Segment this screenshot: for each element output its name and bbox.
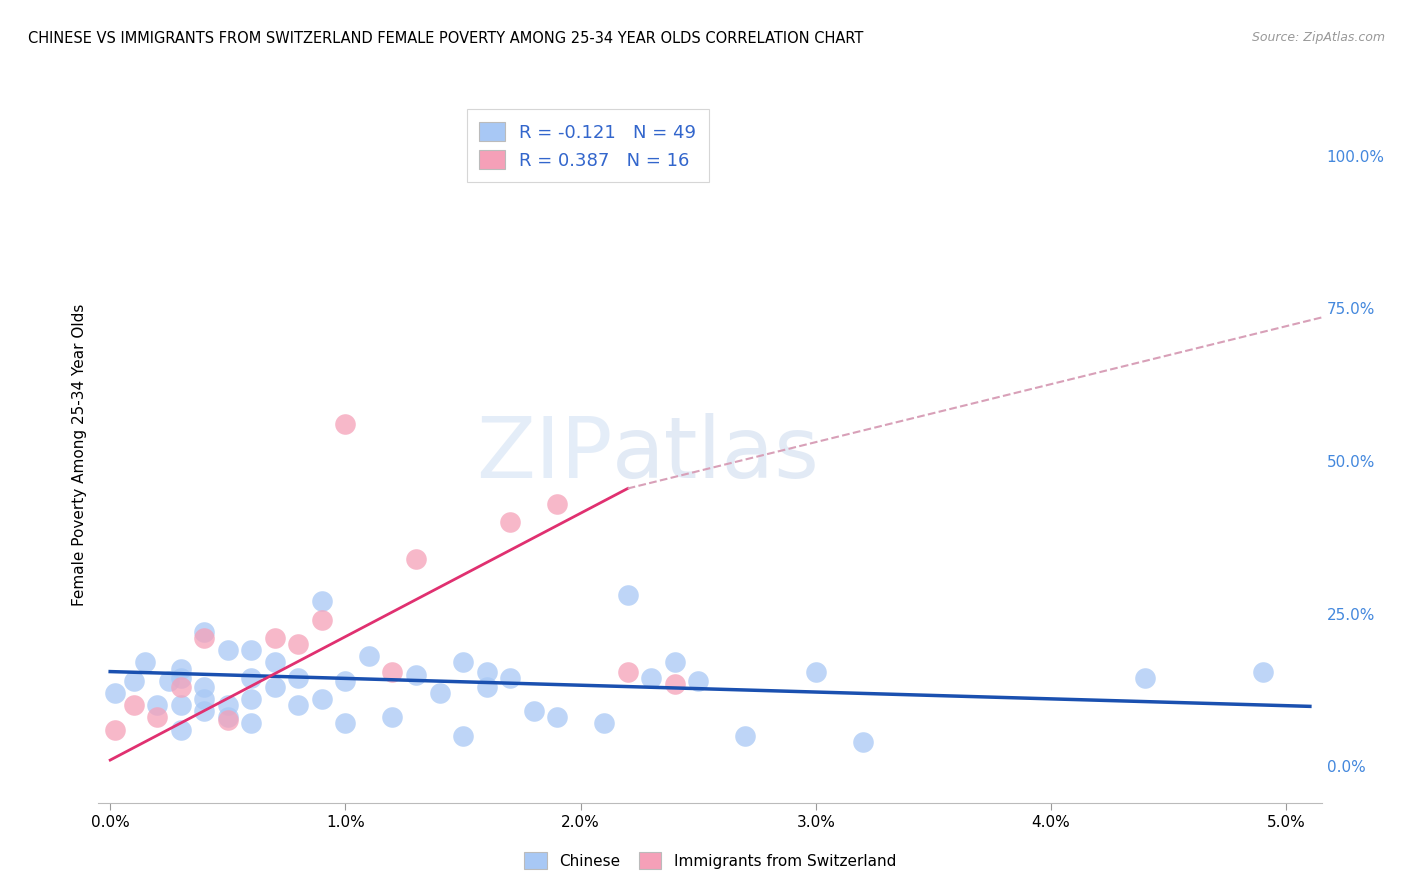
Legend: Chinese, Immigrants from Switzerland: Chinese, Immigrants from Switzerland [517, 847, 903, 875]
Point [193, 692, 215, 706]
Point [170, 698, 193, 713]
Point [170, 680, 193, 694]
Point [157, 673, 180, 688]
Point [616, 665, 638, 679]
Point [335, 417, 357, 432]
Point [263, 680, 285, 694]
Point [664, 677, 686, 691]
Point [311, 594, 333, 608]
Point [1251, 665, 1274, 679]
Point [475, 680, 498, 694]
Point [311, 613, 333, 627]
Point [429, 686, 451, 700]
Point [381, 665, 404, 679]
Point [451, 656, 474, 670]
Point [217, 714, 239, 728]
Point [357, 649, 380, 664]
Point [451, 729, 474, 743]
Point [405, 551, 427, 566]
Point [122, 673, 145, 688]
Point [852, 735, 875, 749]
Point [263, 631, 285, 645]
Point [287, 637, 309, 651]
Point [405, 667, 427, 681]
Point [122, 698, 145, 713]
Point [146, 698, 169, 713]
Point [170, 671, 193, 685]
Point [804, 665, 827, 679]
Point [688, 673, 710, 688]
Point [146, 710, 169, 724]
Point [134, 656, 156, 670]
Point [263, 656, 285, 670]
Point [475, 665, 498, 679]
Point [523, 704, 546, 718]
Point [616, 588, 638, 602]
Point [546, 710, 568, 724]
Point [499, 515, 522, 529]
Point [217, 643, 239, 657]
Point [104, 723, 127, 737]
Point [335, 716, 357, 731]
Point [335, 673, 357, 688]
Text: Source: ZipAtlas.com: Source: ZipAtlas.com [1251, 31, 1385, 45]
Point [593, 716, 616, 731]
Point [240, 692, 263, 706]
Point [193, 631, 215, 645]
Point [240, 716, 263, 731]
Point [499, 671, 522, 685]
Point [240, 643, 263, 657]
Point [104, 686, 127, 700]
Y-axis label: Female Poverty Among 25-34 Year Olds: Female Poverty Among 25-34 Year Olds [72, 304, 87, 606]
Point [640, 671, 662, 685]
Point [217, 710, 239, 724]
Text: CHINESE VS IMMIGRANTS FROM SWITZERLAND FEMALE POVERTY AMONG 25-34 YEAR OLDS CORR: CHINESE VS IMMIGRANTS FROM SWITZERLAND F… [28, 31, 863, 46]
Point [381, 710, 404, 724]
Text: atlas: atlas [612, 413, 820, 497]
Point [193, 704, 215, 718]
Point [546, 497, 568, 511]
Point [734, 729, 756, 743]
Point [311, 692, 333, 706]
Text: ZIP: ZIP [475, 413, 612, 497]
Point [287, 698, 309, 713]
Point [170, 661, 193, 675]
Point [193, 624, 215, 639]
Point [664, 656, 686, 670]
Point [170, 723, 193, 737]
Point [217, 698, 239, 713]
Point [240, 671, 263, 685]
Point [287, 671, 309, 685]
Point [1135, 671, 1157, 685]
Point [193, 680, 215, 694]
